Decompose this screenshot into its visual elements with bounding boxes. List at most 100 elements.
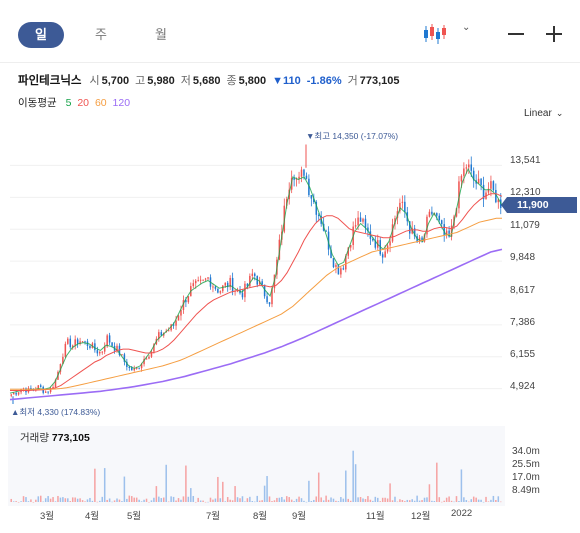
ma-120-label[interactable]: 120: [112, 97, 131, 109]
volume-bar: [20, 501, 22, 502]
volume-bar: [180, 499, 182, 502]
volume-bar: [69, 501, 72, 502]
volume-bar: [455, 496, 458, 502]
price-tick: 7,386: [510, 317, 536, 328]
volume-bar: [315, 496, 318, 502]
ma-line-5: [9, 167, 503, 394]
volume-tick: 17.0m: [512, 472, 540, 483]
candle-body: [487, 188, 490, 193]
candle-body: [12, 392, 15, 395]
candle-body: [477, 178, 480, 184]
candle-body: [111, 342, 113, 346]
scale-selector[interactable]: Linear ⌄: [524, 108, 563, 119]
candle-body: [194, 280, 197, 284]
candle-body: [71, 345, 74, 348]
volume-bar: [150, 500, 153, 502]
volume-bar: [401, 499, 404, 502]
volume-bar: [261, 500, 263, 502]
volume-bar: [111, 501, 113, 503]
volume-bar: [394, 496, 396, 502]
volume-title: 거래량 773,105: [20, 430, 90, 445]
candle-body: [96, 350, 99, 354]
volume-bar: [423, 497, 426, 502]
volume-bar: [231, 500, 234, 502]
candle-body: [455, 208, 458, 217]
candle-body: [426, 216, 428, 235]
candle-body: [185, 300, 187, 303]
volume-bar: [295, 498, 298, 502]
volume-bar: [138, 499, 140, 502]
volume-bar: [320, 497, 322, 502]
volume-bar: [298, 496, 300, 502]
volume-bar: [433, 501, 436, 502]
volume-bar: [342, 498, 345, 502]
ma-20-label[interactable]: 20: [77, 97, 90, 109]
volume-bar: [209, 497, 212, 502]
zoom-in-button[interactable]: [542, 20, 566, 48]
change-percent: -1.86%: [306, 75, 342, 87]
tab-daily[interactable]: 일: [18, 22, 64, 48]
candle-body: [389, 241, 391, 246]
candle-body: [450, 225, 453, 237]
volume-bar: [308, 480, 310, 502]
candle-body: [116, 345, 118, 351]
candle-body: [138, 367, 140, 369]
candle-body: [337, 264, 340, 275]
volume-bar: [160, 498, 163, 502]
candle-body: [180, 309, 182, 316]
candle-body: [10, 394, 12, 396]
month-label: 3월: [40, 511, 55, 522]
ma-60-label[interactable]: 60: [94, 97, 107, 109]
volume-bar: [276, 497, 278, 502]
candle-body: [44, 391, 47, 393]
volume-bar: [337, 501, 340, 502]
volume-bar: [244, 501, 246, 502]
candle-body: [313, 198, 315, 203]
volume-bar: [212, 499, 214, 502]
month-label: 5월: [127, 511, 142, 522]
volume-bar: [175, 500, 177, 502]
volume-bar: [490, 499, 492, 502]
month-label: 2022: [451, 508, 473, 519]
candle-body: [391, 224, 394, 242]
stock-name: 파인테크닉스: [18, 75, 82, 87]
candle-body: [330, 249, 332, 259]
candle-body: [140, 364, 143, 369]
ma-5-label[interactable]: 5: [65, 97, 72, 109]
month-label: 8월: [253, 511, 268, 522]
period-tabs: 일 주 월: [18, 22, 198, 48]
volume-bar: [12, 501, 15, 502]
candle-body: [413, 228, 416, 237]
volume-bar: [39, 495, 42, 502]
chart-type-button[interactable]: ⌄: [422, 20, 482, 48]
candle-body: [143, 359, 145, 365]
volume-bar: [256, 495, 258, 502]
candle-body: [362, 218, 364, 222]
candle-body: [219, 291, 222, 293]
candle-body: [303, 169, 305, 176]
volume-bar: [369, 499, 372, 502]
chevron-down-icon[interactable]: ⌄: [462, 22, 471, 33]
zoom-out-button[interactable]: [504, 20, 528, 48]
candle-body: [266, 296, 268, 303]
volume-bar: [431, 500, 433, 502]
volume-bar: [25, 497, 27, 502]
candle-body: [108, 335, 111, 343]
volume-title-label: 거래량: [20, 432, 49, 444]
candle-body: [175, 320, 177, 326]
candle-body: [172, 324, 175, 326]
tab-weekly[interactable]: 주: [95, 27, 107, 42]
candle-body: [263, 284, 266, 297]
candle-body: [81, 341, 84, 343]
candle-body: [317, 214, 320, 216]
candle-body: [480, 178, 482, 185]
volume-value: 773,105: [359, 75, 400, 87]
candle-body: [251, 273, 254, 276]
volume-bar: [411, 499, 413, 502]
candle-body: [470, 164, 473, 171]
candle-body: [187, 296, 190, 303]
candle-body: [153, 344, 155, 352]
volume-bar: [62, 497, 64, 502]
tab-monthly[interactable]: 월: [155, 27, 167, 42]
